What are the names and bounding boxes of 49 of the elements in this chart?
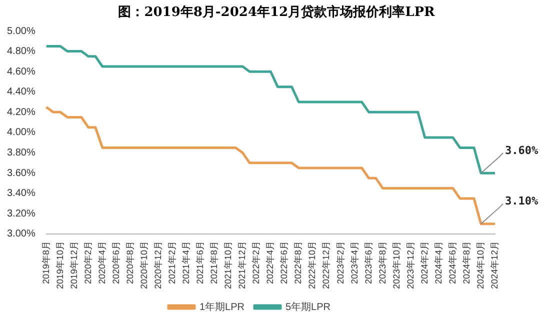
x-tick-label: 2024年12月 [489, 240, 500, 290]
x-tick-label: 2022年12月 [321, 240, 332, 290]
x-tick-label: 2022年6月 [279, 240, 290, 284]
x-tick-label: 2020年4月 [96, 240, 107, 284]
x-tick-label: 2020年8月 [124, 240, 135, 284]
x-tick-label: 2019年10月 [54, 240, 65, 290]
legend-label: 5年期LPR [286, 300, 331, 313]
y-tick-label: 4.20% [6, 106, 36, 118]
x-tick-label: 2019年8月 [40, 240, 51, 284]
annotation: 3.10% [504, 194, 538, 208]
y-tick-label: 5.00% [6, 26, 36, 37]
x-tick-label: 2019年12月 [68, 240, 79, 290]
y-tick-label: 4.60% [6, 66, 36, 78]
x-tick-label: 2022年4月 [265, 240, 276, 284]
chart-title: 图：2019年8月-2024年12月贷款市场报价利率LPR [117, 4, 436, 21]
x-tick-label: 2023年2月 [335, 240, 346, 284]
x-tick-label: 2022年10月 [307, 240, 318, 290]
x-tick-label: 2023年8月 [377, 240, 388, 284]
y-tick-label: 4.80% [6, 46, 36, 58]
x-tick-label: 2024年6月 [447, 240, 458, 284]
y-tick-label: 3.80% [6, 148, 36, 159]
x-tick-label: 2020年2月 [82, 240, 93, 284]
x-tick-label: 2021年4月 [181, 240, 192, 284]
x-tick-label: 2021年8月 [209, 240, 220, 284]
x-tick-label: 2024年8月 [461, 240, 472, 284]
x-tick-label: 2020年6月 [110, 240, 121, 284]
y-tick-label: 3.00% [6, 228, 36, 240]
annotation: 3.60% [504, 144, 538, 157]
x-tick-label: 2021年10月 [223, 240, 234, 290]
x-tick-label: 2022年2月 [251, 240, 262, 284]
x-tick-label: 2020年10月 [138, 240, 149, 290]
y-tick-label: 3.20% [6, 208, 36, 220]
x-tick-label: 2021年6月 [195, 240, 206, 284]
y-tick-label: 3.40% [6, 188, 36, 200]
legend-label: 1年期LPR [199, 300, 244, 313]
x-tick-label: 2024年2月 [419, 240, 430, 284]
y-tick-label: 3.60% [6, 168, 36, 179]
x-tick-label: 2022年8月 [293, 240, 304, 284]
x-tick-label: 2023年6月 [363, 240, 374, 284]
x-tick-label: 2024年4月 [433, 240, 444, 284]
x-tick-label: 2021年2月 [167, 240, 178, 284]
x-tick-label: 2023年12月 [405, 240, 416, 290]
x-tick-label: 2023年10月 [391, 240, 402, 290]
x-tick-label: 2023年4月 [349, 240, 360, 284]
x-tick-label: 2020年12月 [153, 240, 163, 290]
y-tick-label: 4.40% [6, 86, 36, 98]
x-tick-label: 2024年10月 [475, 240, 486, 290]
y-tick-label: 4.00% [6, 127, 36, 138]
x-tick-label: 2021年12月 [237, 240, 248, 290]
